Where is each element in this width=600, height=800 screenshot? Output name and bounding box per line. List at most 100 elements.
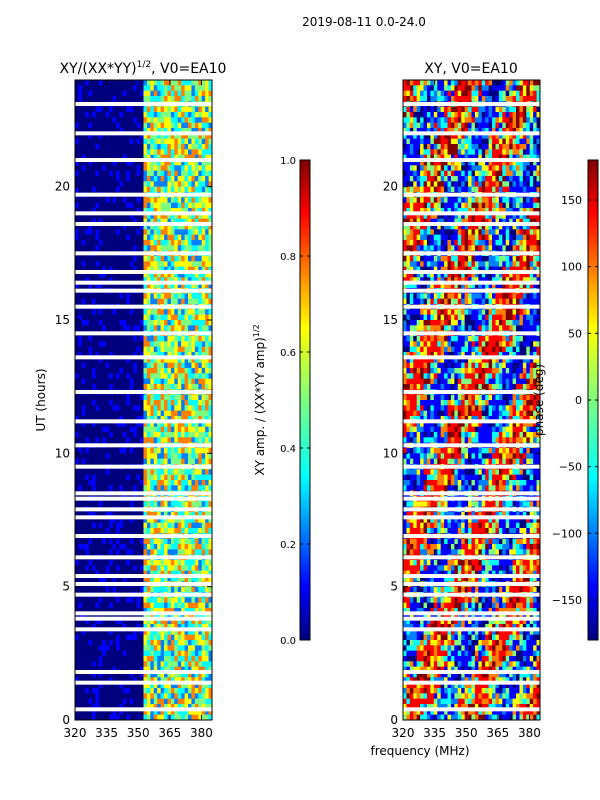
heatmap-cell [105, 560, 110, 566]
heatmap-cell [136, 133, 141, 140]
heatmap-cell [177, 106, 182, 113]
heatmap-cell [105, 565, 110, 572]
heatmap-cell [150, 512, 155, 518]
heatmap-cell [102, 256, 107, 262]
heatmap-cell [129, 458, 134, 465]
heatmap-cell [126, 368, 131, 374]
heatmap-cell [88, 517, 93, 524]
heatmap-cell [122, 528, 127, 534]
heatmap-cell [170, 512, 175, 518]
heatmap-cell [95, 517, 100, 524]
heatmap-cell [160, 688, 165, 694]
heatmap-cell [75, 309, 79, 316]
heatmap-cell [164, 602, 168, 609]
heatmap-cell [208, 277, 212, 284]
heatmap-cell [167, 133, 172, 140]
heatmap-cell [98, 117, 103, 124]
heatmap-cell [153, 80, 158, 86]
heatmap-cell [140, 325, 144, 332]
heatmap-cell [102, 688, 107, 694]
heatmap-cell [164, 501, 168, 508]
heatmap-cell [88, 709, 93, 716]
heatmap-cell [157, 597, 162, 604]
heatmap-cell [170, 373, 175, 380]
heatmap-cell [164, 469, 168, 476]
heatmap-cell [205, 624, 209, 630]
flagged-row [75, 670, 212, 674]
heatmap-cell [81, 682, 86, 689]
heatmap-cell [119, 266, 124, 273]
heatmap-cell [153, 346, 158, 353]
heatmap-cell [112, 96, 117, 102]
heatmap-cell [81, 149, 86, 156]
heatmap-cell [102, 714, 107, 720]
heatmap-cell [102, 608, 107, 614]
heatmap-cell [109, 122, 114, 129]
heatmap-cell [174, 421, 179, 428]
heatmap-cell [102, 229, 107, 236]
heatmap-cell [143, 405, 148, 412]
heatmap-cell [174, 629, 179, 636]
heatmap-cell [157, 117, 162, 124]
heatmap-cell [208, 362, 212, 369]
heatmap-cell [98, 538, 103, 545]
heatmap-cell [177, 170, 182, 177]
heatmap-cell [208, 208, 212, 214]
heatmap-cell [112, 570, 117, 577]
heatmap-cell [208, 698, 212, 705]
heatmap-cell [167, 416, 172, 422]
heatmap-cell [98, 394, 103, 401]
heatmap-cell [205, 416, 209, 422]
heatmap-cell [160, 618, 165, 625]
heatmap-cell [160, 474, 165, 481]
heatmap-cell [112, 224, 117, 230]
heatmap-cell [150, 272, 155, 278]
heatmap-cell [146, 384, 151, 390]
heatmap-cell [181, 346, 185, 353]
heatmap-cell [184, 128, 189, 134]
heatmap-cell [136, 405, 141, 412]
heatmap-cell [81, 469, 86, 476]
heatmap-cell [177, 261, 182, 268]
heatmap-cell [181, 106, 185, 113]
heatmap-cell [112, 165, 117, 172]
heatmap-cell [170, 544, 175, 550]
heatmap-cell [164, 282, 168, 289]
heatmap-cell [129, 576, 134, 582]
heatmap-cell [153, 197, 158, 204]
heatmap-cell [92, 538, 96, 545]
heatmap-cell [188, 613, 192, 620]
heatmap-cell [150, 90, 155, 97]
heatmap-cell [153, 186, 158, 193]
heatmap-cell [170, 394, 175, 401]
heatmap-cell [184, 656, 189, 662]
heatmap-cell [184, 517, 189, 524]
heatmap-cell [95, 426, 100, 433]
heatmap-cell [98, 197, 103, 204]
heatmap-cell [122, 714, 127, 720]
heatmap-cell [170, 714, 175, 720]
heatmap-cell [201, 394, 206, 401]
heatmap-cell [146, 229, 151, 236]
heatmap-cell [140, 224, 144, 230]
heatmap-cell [181, 368, 185, 374]
heatmap-cell [85, 325, 90, 332]
heatmap-cell [102, 512, 107, 518]
heatmap-cell [122, 208, 127, 214]
heatmap-cell [174, 320, 179, 326]
heatmap-cell [181, 186, 185, 193]
heatmap-cell [184, 85, 189, 92]
heatmap-cell [136, 362, 141, 369]
heatmap-cell [208, 661, 212, 668]
heatmap-cell [177, 400, 182, 406]
heatmap-cell [78, 96, 83, 102]
heatmap-cell [174, 90, 179, 97]
heatmap-cell [81, 218, 86, 225]
heatmap-cell [153, 645, 158, 652]
heatmap-cell [194, 688, 199, 694]
heatmap-cell [150, 373, 155, 380]
heatmap-cell [188, 85, 192, 92]
heatmap-cell [160, 453, 165, 460]
heatmap-cell [170, 704, 175, 710]
heatmap-cell [157, 320, 162, 326]
